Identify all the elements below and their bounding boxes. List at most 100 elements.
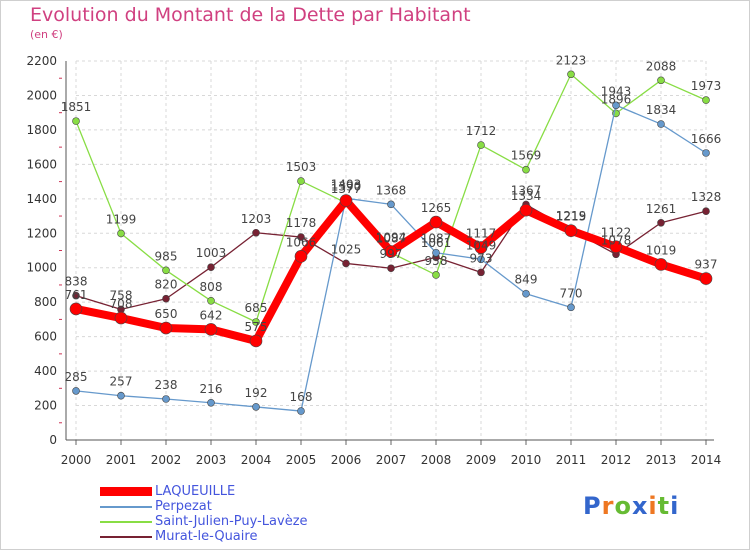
data-label: 1712 — [466, 124, 497, 138]
y-tick-label: 200 — [34, 399, 57, 413]
data-point — [567, 70, 575, 79]
data-point — [564, 224, 578, 237]
data-label: 1025 — [331, 242, 362, 256]
data-label: 1066 — [286, 235, 317, 249]
data-label: 2088 — [646, 59, 677, 73]
legend-item: LAQUEUILLE — [100, 484, 360, 499]
x-tick-label: 2008 — [421, 453, 452, 467]
y-tick-label: 800 — [34, 295, 57, 309]
data-label: 1834 — [646, 103, 677, 117]
legend-swatch — [100, 521, 152, 523]
data-point — [522, 289, 530, 298]
legend-label: Saint-Julien-Puy-Lavèze — [155, 514, 308, 529]
y-tick-label: 2000 — [26, 88, 57, 102]
data-label: 1943 — [601, 84, 632, 98]
data-label: 1078 — [601, 233, 632, 247]
data-label: 1368 — [376, 183, 407, 197]
data-label: 1019 — [646, 243, 677, 257]
data-label: 1087 — [421, 232, 452, 246]
data-label: 1666 — [691, 132, 722, 146]
data-label: 958 — [425, 254, 448, 268]
data-label: 1203 — [241, 212, 272, 226]
data-point — [252, 318, 260, 326]
data-point — [657, 218, 665, 227]
x-tick-label: 2005 — [286, 453, 317, 467]
x-tick-label: 2001 — [106, 453, 137, 467]
data-point — [204, 323, 218, 336]
data-label: 1328 — [691, 190, 722, 204]
data-label: 849 — [515, 273, 538, 287]
x-tick-label: 2002 — [151, 453, 182, 467]
data-point — [252, 228, 260, 237]
data-label: 238 — [155, 378, 178, 392]
data-label: 1851 — [61, 100, 92, 114]
x-tick-label: 2004 — [241, 453, 272, 467]
data-label: 1215 — [556, 210, 587, 224]
data-label: 1199 — [106, 212, 137, 226]
data-point — [702, 96, 710, 104]
logo-letter: r — [601, 492, 615, 520]
logo-letter: i — [670, 492, 680, 520]
legend-item: Murat-le-Quaire — [100, 529, 360, 544]
x-tick-label: 2010 — [511, 453, 542, 467]
x-tick-label: 2007 — [376, 453, 407, 467]
logo-letter: x — [631, 492, 649, 520]
data-label: 1261 — [646, 202, 677, 216]
line-chart: 0 200 400 600 800 1000 1200 1400 1600 1800 2000 220… — [26, 53, 722, 467]
y-tick-label: 400 — [34, 364, 57, 378]
data-point — [297, 233, 305, 241]
data-point — [522, 165, 530, 174]
data-label: 1973 — [691, 79, 722, 93]
chart-unit: (en €) — [30, 28, 63, 41]
data-point — [252, 403, 260, 411]
data-point — [117, 229, 125, 238]
data-point — [297, 407, 305, 415]
data-label: 257 — [110, 375, 133, 389]
y-tick-label: 0 — [49, 433, 57, 447]
y-tick-label: 1000 — [26, 261, 57, 275]
x-tick-label: 2013 — [646, 453, 677, 467]
logo-letter: P — [583, 492, 602, 520]
x-tick-label: 2000 — [61, 453, 92, 467]
x-tick-label: 2012 — [601, 453, 632, 467]
data-point — [162, 266, 170, 275]
y-tick-label: 600 — [34, 330, 57, 344]
data-label: 820 — [155, 278, 178, 292]
y-tick-label: 2200 — [26, 54, 57, 68]
data-label: 1334 — [511, 189, 542, 203]
data-label: 1117 — [466, 227, 497, 241]
legend-swatch — [100, 487, 152, 496]
data-label: 808 — [200, 280, 223, 294]
legend-swatch — [100, 536, 152, 538]
data-point — [207, 398, 215, 407]
data-point — [654, 258, 668, 271]
data-label: 1403 — [331, 177, 362, 191]
data-label: 1390 — [331, 180, 362, 194]
data-point — [72, 387, 80, 395]
legend-item: Perpezat — [100, 499, 360, 514]
data-label: 1265 — [421, 201, 452, 215]
data-label: 1367 — [511, 184, 542, 198]
data-label: 770 — [560, 286, 583, 300]
data-label: 1122 — [601, 226, 632, 240]
data-label: 168 — [290, 390, 313, 404]
data-point — [387, 200, 395, 209]
data-label: 1049 — [466, 238, 497, 252]
data-point — [117, 391, 125, 400]
legend-label: Perpezat — [155, 499, 212, 514]
data-point — [699, 272, 713, 285]
logo-letter: t — [657, 492, 671, 520]
data-label: 937 — [695, 258, 718, 272]
data-point — [114, 311, 128, 325]
data-label: 192 — [245, 386, 268, 400]
y-tick-label: 1800 — [26, 123, 57, 137]
data-point — [612, 101, 620, 110]
data-label: 285 — [65, 370, 88, 384]
data-point — [72, 291, 80, 300]
data-point — [384, 245, 398, 258]
chart-title: Evolution du Montant de la Dette par Hab… — [30, 4, 471, 26]
legend-item: Saint-Julien-Puy-Lavèze — [100, 514, 360, 529]
data-point — [702, 149, 710, 157]
data-label: 761 — [65, 288, 88, 302]
data-point — [432, 248, 440, 257]
